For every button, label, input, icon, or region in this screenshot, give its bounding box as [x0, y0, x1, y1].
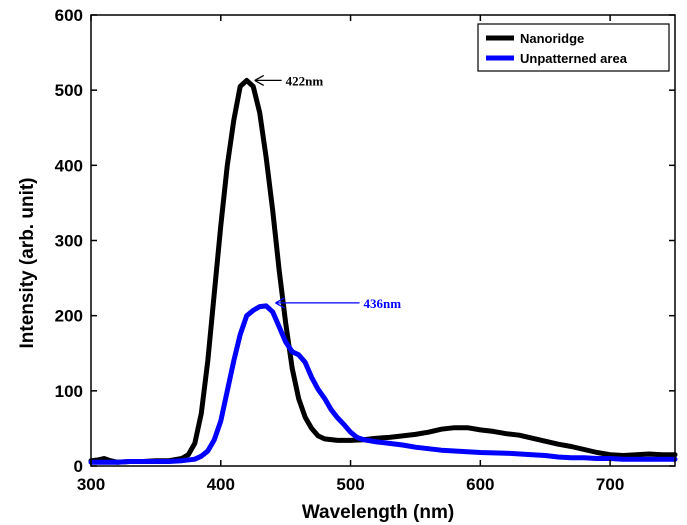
axes-layer: 300 400 500 600 700 0 100 200 300 400 500 600: [55, 6, 676, 494]
y-tick-label: 100: [55, 382, 83, 401]
annotation-label-1: 436nm: [364, 296, 402, 311]
y-tick-label: 500: [55, 81, 83, 100]
y-tick-label: 600: [55, 6, 83, 25]
x-tick-label: 700: [596, 475, 624, 494]
x-tick-label: 500: [336, 475, 364, 494]
annotation-label-0: 422nm: [286, 73, 324, 88]
legend-label: Unpatterned area: [520, 51, 628, 66]
annotation-layer: 422nm 436nm: [254, 73, 402, 311]
legend-box: [477, 23, 670, 72]
series-line-nanoridge: [88, 77, 678, 465]
x-tick-label: 600: [466, 475, 494, 494]
plot-layer: [88, 77, 678, 465]
y-tick-label: 0: [74, 457, 83, 476]
x-tick-label: 400: [207, 475, 235, 494]
y-axis-label: Intensity (arb. unit): [17, 178, 38, 349]
series-line-unpatterned-area: [88, 303, 678, 465]
annotation-arrow-head: [254, 74, 265, 86]
y-tick-label: 300: [55, 232, 83, 251]
legend: Nanoridge Unpatterned area: [477, 23, 670, 72]
annotation-arrow-head: [275, 297, 285, 309]
plot-frame: [90, 14, 676, 467]
x-tick-label: 300: [77, 475, 105, 494]
y-tick-label: 200: [55, 307, 83, 326]
x-axis-label: Wavelength (nm): [302, 502, 454, 523]
legend-label: Nanoridge: [520, 31, 584, 46]
y-tick-label: 400: [55, 156, 83, 175]
